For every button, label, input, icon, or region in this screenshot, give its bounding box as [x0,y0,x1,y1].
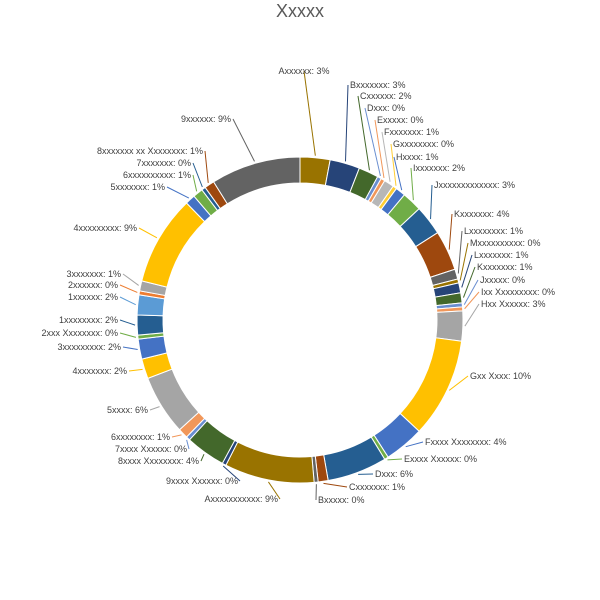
slice-label: Mxxxxxxxxxx: 0% [470,238,541,248]
leader-line [461,254,473,288]
slice-label: Kxxxxxxx: 1% [477,262,533,272]
leader-line [200,454,205,462]
slice-label: Jxxxxxxxxxxxxx: 3% [434,180,515,190]
slice-label: 6xxxxxxxx: 1% [111,432,170,442]
slice-label: Ixxxxxxx: 2% [413,163,465,173]
leader-line [381,131,391,182]
leader-line [186,439,190,450]
leader-line [222,465,241,482]
slice-label: Ixx Xxxxxxxxx: 0% [481,287,555,297]
slice-label: Hxxxx: 1% [396,152,439,162]
leader-line [345,84,349,162]
slice-label: Bxxxxxxx: 3% [350,80,406,90]
leader-line [119,296,136,306]
slice-label: 2xxx Xxxxxxxx: 0% [41,328,118,338]
donut-slice [212,156,301,205]
slice-label: 1xxxxxx: 2% [68,292,118,302]
leader-line [430,184,433,220]
leader-line [364,107,381,177]
slice-label: Axxxxxxxxxxx: 9% [204,494,278,504]
leader-line [390,143,397,186]
donut-slice [136,314,165,336]
leader-line [138,227,158,239]
leader-line [357,95,370,171]
slice-label: 5xxxxxxx: 1% [110,182,165,192]
leader-line [459,242,469,281]
leader-line [448,213,453,250]
leader-line [119,319,136,326]
slice-label: 4xxxxxxxxx: 9% [73,223,137,233]
leader-lines [119,70,480,501]
slice-label: Hxx Xxxxxx: 3% [481,299,546,309]
leader-line [119,332,137,338]
leader-line [462,266,476,298]
donut-slice [225,441,315,484]
slice-label: Lxxxxxxxx: 1% [464,226,523,236]
donut-slice [399,337,463,432]
donut-slices [136,156,464,484]
leader-line [122,273,139,286]
leader-line [323,482,348,488]
leader-line [128,368,143,372]
slice-label: 6xxxxxxxxxx: 1% [123,170,191,180]
leader-line [232,118,255,162]
leader-line [463,279,479,305]
leader-line [268,481,281,500]
donut-slice [141,202,206,288]
donut-slice [435,310,464,342]
slice-label: Fxxxx Xxxxxxxx: 4% [425,437,507,447]
slice-label: 7xxxxxxx: 0% [136,158,191,168]
slice-label: 3xxxxxxxxx: 2% [57,342,121,352]
data-labels: Axxxxxx: 3% Bxxxxxxx: 3%Cxxxxxx: 2% Dxxx: … [41,66,555,505]
leader-line [387,458,403,461]
leader-line [171,434,182,438]
slice-label: 4xxxxxxx: 2% [72,366,127,376]
leader-line [393,156,403,191]
slice-label: Fxxxxxxx: 1% [384,127,439,137]
slice-label: Lxxxxxxx: 1% [474,250,529,260]
slice-label: Dxxx: 0% [367,103,405,113]
leader-line [464,291,480,310]
slice-label: 7xxxx Xxxxxx: 0% [115,444,187,454]
leader-line [457,230,463,274]
slice-label: 1xxxxxxxx: 2% [59,315,118,325]
slice-label: Cxxxxxx: 2% [360,91,412,101]
slice-label: 8xxxx Xxxxxxxx: 4% [118,456,199,466]
slice-label: 5xxxx: 6% [107,405,148,415]
leader-line [122,346,138,351]
slice-label: Gxxxxxxxx: 0% [393,139,454,149]
leader-line [303,70,316,156]
slice-label: 2xxxxxx: 0% [68,280,118,290]
slice-label: Bxxxxx: 0% [318,495,365,505]
leader-line [204,150,209,183]
leader-line [448,375,469,391]
chart-title: Xxxxx [275,1,324,21]
slice-label: Dxxx: 6% [375,469,413,479]
slice-label: 3xxxxxxx: 1% [66,269,121,279]
slice-label: 9xxxxxx: 9% [181,114,231,124]
slice-label: Cxxxxxxx: 1% [349,482,405,492]
leader-line [192,174,198,192]
leader-line [410,167,414,201]
leader-line [149,406,160,411]
slice-label: Jxxxxx: 0% [480,275,525,285]
slice-label: Exxxx Xxxxxx: 0% [404,454,477,464]
donut-slice [299,156,331,186]
leader-line [119,284,138,293]
slice-label: Gxx Xxxx: 10% [470,371,531,381]
leader-line [374,119,385,179]
slice-label: 8xxxxxxx xx Xxxxxxxx: 1% [97,146,203,156]
slice-label: Axxxxxx: 3% [278,66,329,76]
leader-line [464,303,480,327]
leader-line [166,186,190,199]
slice-label: 9xxxx Xxxxxx: 0% [166,476,238,486]
leader-line [192,162,203,188]
slice-label: Kxxxxxxx: 4% [454,209,510,219]
slice-label: Exxxxx: 0% [377,115,424,125]
leader-line [405,441,424,448]
